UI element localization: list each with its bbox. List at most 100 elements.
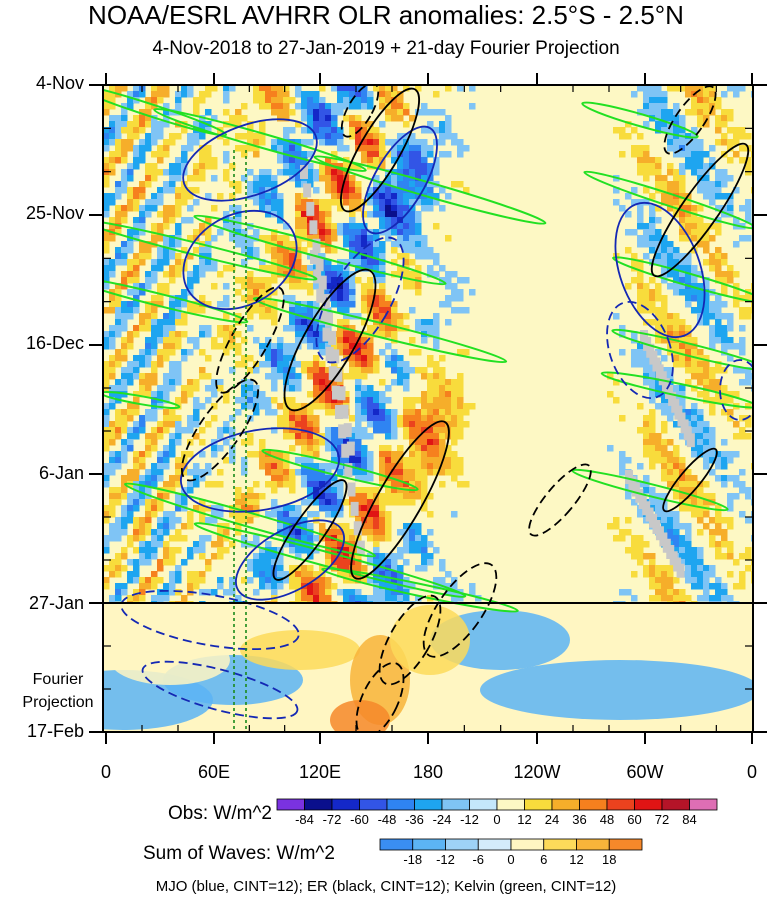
obs-cell (313, 319, 320, 326)
waves-colorbar-tick-label: 6 (540, 852, 548, 867)
obs-cell (415, 181, 422, 188)
obs-cell (397, 553, 404, 560)
obs-cell (301, 301, 308, 308)
obs-cell (151, 541, 158, 548)
obs-cell (385, 487, 392, 494)
obs-cell (415, 547, 422, 554)
obs-cell (265, 565, 272, 572)
obs-cell (175, 577, 182, 584)
obs-cell (655, 325, 662, 332)
obs-cell (373, 265, 380, 272)
obs-cell (397, 565, 404, 572)
obs-cell (337, 559, 344, 566)
obs-cell (145, 313, 152, 320)
obs-cell (361, 367, 368, 374)
obs-cell (391, 229, 398, 236)
obs-cell (187, 553, 194, 560)
obs-cell (415, 367, 422, 374)
obs-cell (691, 385, 698, 392)
obs-cell (385, 205, 392, 212)
obs-cell (355, 373, 362, 380)
obs-cell (277, 85, 284, 92)
obs-cell (103, 193, 110, 200)
obs-cell (133, 157, 140, 164)
obs-cell (697, 85, 704, 92)
obs-cell (463, 409, 470, 416)
obs-cell (649, 91, 656, 98)
obs-cell (133, 505, 140, 512)
obs-cell (271, 511, 278, 518)
obs-cell (253, 175, 260, 182)
obs-cell (325, 595, 332, 602)
obs-cell (367, 511, 374, 518)
obs-cell (625, 211, 632, 218)
obs-cell (367, 415, 374, 422)
obs-cell (301, 577, 308, 584)
obs-cell (673, 457, 680, 464)
obs-cell (721, 331, 728, 338)
obs-cell (727, 319, 734, 326)
obs-cell (697, 295, 704, 302)
obs-cell (199, 331, 206, 338)
obs-cell (163, 115, 170, 122)
obs-cell (379, 469, 386, 476)
obs-cell (403, 409, 410, 416)
obs-cell (379, 277, 386, 284)
obs-cell (355, 421, 362, 428)
obs-cell (397, 367, 404, 374)
obs-cell (163, 259, 170, 266)
obs-cell (649, 457, 656, 464)
obs-cell (463, 145, 470, 152)
obs-cell (355, 445, 362, 452)
obs-cell (391, 469, 398, 476)
obs-cell (733, 85, 740, 92)
obs-cell (457, 307, 464, 314)
obs-cell (655, 313, 662, 320)
obs-cell (733, 133, 740, 140)
obs-cell (643, 553, 650, 560)
missing-data-cell (328, 330, 337, 345)
obs-cell (691, 85, 698, 92)
obs-cell (655, 391, 662, 398)
obs-cell (265, 301, 272, 308)
obs-cell (151, 571, 158, 578)
obs-cell (385, 529, 392, 536)
obs-cell (307, 97, 314, 104)
obs-cell (409, 139, 416, 146)
obs-cell (745, 433, 752, 440)
obs-cell (271, 289, 278, 296)
obs-cell (379, 247, 386, 254)
obs-cell (211, 553, 218, 560)
obs-cell (259, 361, 266, 368)
obs-cell (409, 583, 416, 590)
obs-cell (289, 253, 296, 260)
obs-cell (289, 583, 296, 590)
obs-cell (643, 475, 650, 482)
obs-cell (169, 589, 176, 596)
obs-cell (697, 427, 704, 434)
obs-cell (703, 385, 710, 392)
obs-cell (637, 283, 644, 290)
obs-cell (253, 91, 260, 98)
obs-cell (115, 427, 122, 434)
obs-cell (379, 391, 386, 398)
obs-cell (349, 565, 356, 572)
obs-cell (367, 463, 374, 470)
obs-cell (721, 541, 728, 548)
obs-cell (301, 127, 308, 134)
obs-cell (169, 277, 176, 284)
obs-cell (709, 529, 716, 536)
obs-cell (433, 433, 440, 440)
obs-cell (679, 361, 686, 368)
obs-cell (355, 223, 362, 230)
obs-cell (121, 151, 128, 158)
obs-cell (457, 277, 464, 284)
obs-cell (445, 415, 452, 422)
obs-cell (199, 163, 206, 170)
obs-cell (289, 475, 296, 482)
obs-cell (127, 511, 134, 518)
obs-cell (151, 325, 158, 332)
obs-cell (253, 571, 260, 578)
obs-cell (283, 415, 290, 422)
obs-cell (229, 451, 236, 458)
